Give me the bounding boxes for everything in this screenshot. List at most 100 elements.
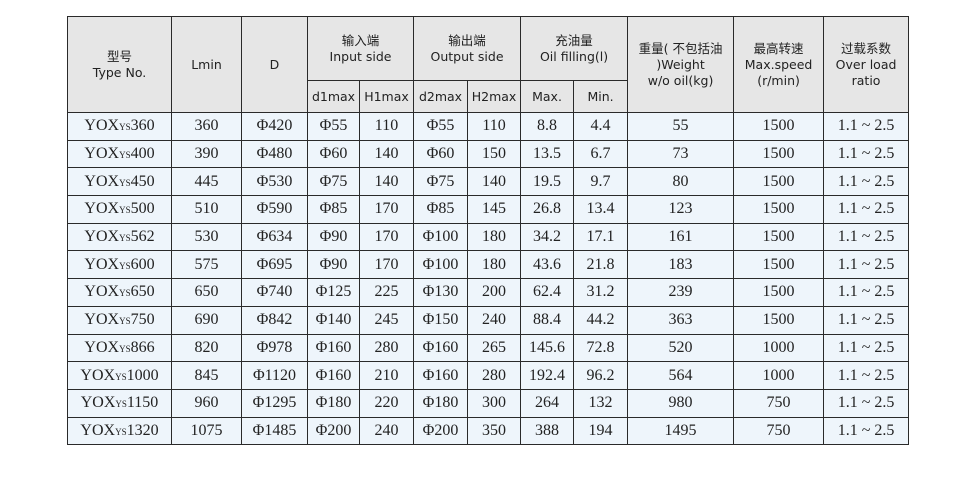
table-body: YOXYS360 360 Φ420 Φ55 110 Φ55 110 8.8 4.4 55 1500 1…: [67, 112, 910, 446]
table-row: YOXYS562 530 Φ634 Φ90 170 Φ100 180 34.2 17.1 161 1…: [67, 222, 910, 252]
cell-lmin: 510: [171, 195, 242, 224]
cell-w: 73: [627, 139, 735, 169]
cell-omax: 145.6: [520, 333, 575, 363]
cell-lmin: 530: [171, 222, 242, 252]
cell-speed: 1000: [733, 333, 825, 363]
cell-type: YOXYS600: [67, 250, 172, 280]
type-base: YOX: [84, 117, 120, 135]
cell-h1: 170: [358, 195, 415, 224]
cell-omax: 43.6: [520, 250, 575, 280]
cell-h1: 140: [358, 167, 415, 197]
cell-d: Φ420: [241, 112, 308, 141]
type-base: YOX: [84, 311, 120, 329]
cell-d2: Φ180: [413, 388, 469, 418]
cell-d: Φ1295: [241, 388, 308, 418]
cell-omin: 96.2: [573, 361, 629, 390]
header-oil-min: Min.: [573, 80, 629, 113]
table-row: YOXYS1000 845 Φ1120 Φ160 210 Φ160 280 192.4 96.2…: [67, 361, 910, 390]
cell-omin: 17.1: [573, 222, 629, 252]
cell-h2: 145: [467, 195, 522, 224]
cell-omax: 26.8: [520, 195, 575, 224]
header-speed-cn: 最高转速: [753, 40, 804, 56]
type-base: YOX: [80, 394, 116, 412]
cell-type: YOXYS562: [67, 222, 172, 252]
type-sub: YS: [115, 399, 127, 410]
cell-d: Φ1120: [241, 361, 308, 390]
cell-w: 80: [627, 167, 735, 197]
type-base: YOX: [84, 145, 120, 163]
header-ratio-cn: 过载系数: [841, 40, 892, 56]
cell-lmin: 575: [171, 250, 242, 280]
cell-lmin: 390: [171, 139, 242, 169]
table-row: YOXYS600 575 Φ695 Φ90 170 Φ100 180 43.6 21.8 183 1…: [67, 250, 910, 280]
type-num: 360: [130, 117, 155, 135]
table-row: YOXYS1320 1075 Φ1485 Φ200 240 Φ200 350 388 194 14…: [67, 416, 910, 446]
cell-w: 980: [627, 388, 735, 418]
cell-d: Φ740: [241, 278, 308, 307]
type-num: 600: [130, 255, 155, 273]
cell-w: 363: [627, 305, 735, 335]
cell-w: 183: [627, 250, 735, 280]
type-sub: YS: [119, 122, 131, 133]
cell-h1: 280: [358, 333, 415, 363]
type-sub: YS: [119, 343, 131, 354]
cell-d1: Φ200: [307, 416, 360, 446]
cell-d1: Φ60: [307, 139, 360, 169]
cell-h1: 220: [358, 388, 415, 418]
cell-omin: 194: [573, 416, 629, 446]
cell-omax: 19.5: [520, 167, 575, 197]
cell-d: Φ842: [241, 305, 308, 335]
cell-h1: 170: [358, 250, 415, 280]
header-type-cn: 型号: [106, 48, 132, 64]
header-d1max: d1max: [307, 80, 360, 113]
header-type-en: Type No.: [92, 64, 147, 80]
header-output-cn: 输出端: [448, 32, 486, 48]
cell-d1: Φ90: [307, 250, 360, 280]
type-sub: YS: [119, 260, 131, 271]
header-weight: 重量( 不包括油 )Weight w/o oil(kg): [627, 16, 735, 113]
cell-omin: 31.2: [573, 278, 629, 307]
header-d: D: [241, 16, 308, 113]
type-base: YOX: [84, 338, 120, 356]
header-ratio-en2: ratio: [851, 72, 881, 88]
cell-ratio: 1.1 ~ 2.5: [823, 112, 910, 141]
type-base: YOX: [84, 200, 120, 218]
cell-omax: 13.5: [520, 139, 575, 169]
cell-omax: 88.4: [520, 305, 575, 335]
cell-d: Φ530: [241, 167, 308, 197]
cell-type: YOXYS400: [67, 139, 172, 169]
header-oil-cn: 充油量: [555, 32, 593, 48]
cell-omin: 132: [573, 388, 629, 418]
cell-ratio: 1.1 ~ 2.5: [823, 167, 910, 197]
header-oil-max: Max.: [520, 80, 575, 113]
header-oil-filling: 充油量 Oil filling(l): [520, 16, 629, 81]
cell-speed: 1500: [733, 139, 825, 169]
type-base: YOX: [84, 172, 120, 190]
header-h1max: H1max: [358, 80, 415, 113]
cell-h2: 180: [467, 250, 522, 280]
table-row: YOXYS1150 960 Φ1295 Φ180 220 Φ180 300 264 132 980…: [67, 388, 910, 418]
header-speed-unit: (r/min): [757, 72, 800, 88]
cell-d1: Φ180: [307, 388, 360, 418]
cell-omax: 264: [520, 388, 575, 418]
type-base: YOX: [84, 255, 120, 273]
cell-omax: 388: [520, 416, 575, 446]
type-sub: YS: [119, 150, 131, 161]
cell-h2: 150: [467, 139, 522, 169]
table-row: YOXYS500 510 Φ590 Φ85 170 Φ85 145 26.8 13.4 123 15…: [67, 195, 910, 224]
cell-lmin: 1075: [171, 416, 242, 446]
cell-omin: 44.2: [573, 305, 629, 335]
type-num: 1150: [126, 394, 159, 412]
cell-h1: 110: [358, 112, 415, 141]
type-num: 650: [130, 283, 155, 301]
cell-ratio: 1.1 ~ 2.5: [823, 139, 910, 169]
cell-type: YOXYS1000: [67, 361, 172, 390]
cell-d2: Φ55: [413, 112, 469, 141]
cell-w: 1495: [627, 416, 735, 446]
cell-h2: 280: [467, 361, 522, 390]
type-num: 562: [130, 228, 155, 246]
table-row: YOXYS360 360 Φ420 Φ55 110 Φ55 110 8.8 4.4 55 1500 1…: [67, 112, 910, 141]
type-base: YOX: [80, 421, 116, 439]
cell-type: YOXYS750: [67, 305, 172, 335]
type-base: YOX: [80, 366, 116, 384]
